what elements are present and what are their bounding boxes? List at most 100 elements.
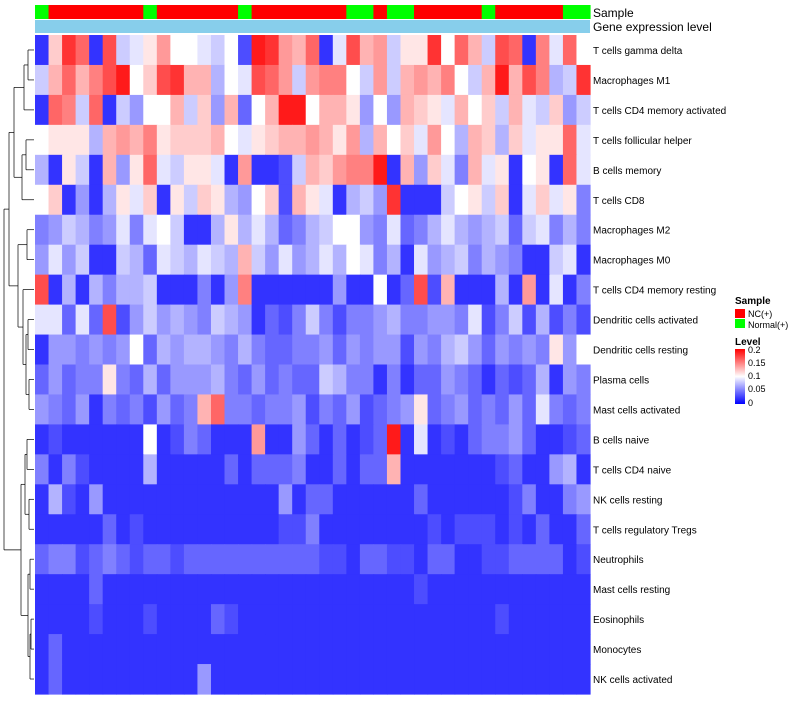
heatmap-cell: [454, 454, 469, 485]
heatmap-cell: [35, 484, 50, 515]
heatmap-cell: [576, 304, 591, 336]
heatmap-cell: [522, 604, 537, 635]
heatmap-cell: [62, 634, 77, 665]
heatmap-cell: [197, 214, 212, 246]
heatmap-cell: [197, 304, 212, 336]
heatmap-cell: [129, 604, 144, 635]
heatmap-cell: [89, 484, 104, 515]
heatmap-cell: [535, 184, 550, 216]
heatmap-cell: [427, 64, 442, 96]
heatmap-cell: [102, 604, 117, 635]
heatmap-cell: [346, 334, 361, 366]
heatmap-cell: [549, 334, 564, 366]
heatmap-cell: [278, 574, 293, 605]
heatmap-cell: [116, 634, 131, 665]
heatmap-cell: [414, 424, 429, 455]
heatmap-cell: [292, 544, 307, 575]
heatmap-cell: [414, 184, 429, 216]
heatmap-cell: [116, 304, 131, 336]
heatmap-cell: [441, 124, 456, 156]
heatmap-cell: [89, 514, 104, 545]
heatmap-cell: [170, 244, 185, 276]
heatmap-cell: [89, 544, 104, 575]
heatmap-cell: [508, 334, 523, 366]
heatmap-cell: [359, 574, 375, 605]
heatmap-cell: [197, 244, 212, 276]
heatmap-cell: [75, 334, 90, 366]
heatmap-cell: [373, 514, 388, 545]
heatmap-cell: [495, 484, 510, 515]
heatmap-cell: [441, 94, 456, 126]
heatmap-cell: [522, 514, 537, 545]
heatmap-cell: [522, 334, 537, 366]
heatmap-cell: [116, 604, 131, 635]
heatmap-cell: [156, 484, 171, 515]
heatmap-cell: [427, 664, 442, 695]
heatmap-cell: [414, 604, 429, 635]
sample-legend-title: Sample: [735, 296, 771, 307]
heatmap-cell: [224, 514, 239, 545]
row-label: Dendritic cells activated: [593, 316, 698, 327]
heatmap-cell: [454, 634, 469, 665]
heatmap-cell: [508, 214, 523, 246]
heatmap-cell: [468, 574, 483, 605]
heatmap-cell: [386, 124, 402, 156]
heatmap-cell: [535, 124, 550, 156]
heatmap-cell: [62, 484, 77, 515]
heatmap-cell: [210, 574, 226, 605]
heatmap-cell: [468, 634, 483, 665]
heatmap-cell: [143, 634, 158, 665]
heatmap-cell: [522, 244, 537, 276]
heatmap-cell: [481, 544, 496, 575]
sample-annotation-cell: [549, 5, 564, 19]
heatmap-cell: [373, 364, 388, 396]
heatmap-cell: [62, 424, 77, 455]
heatmap-cell: [305, 124, 320, 156]
legend-label-normal: Normal(+): [748, 320, 788, 330]
heatmap-cell: [400, 484, 415, 515]
heatmap-cell: [75, 94, 90, 126]
heatmap-cell: [414, 274, 429, 306]
heatmap-cell: [129, 64, 144, 96]
heatmap-cell: [278, 304, 293, 336]
heatmap-cell: [210, 214, 226, 246]
heatmap-cell: [468, 35, 483, 66]
heatmap-cell: [508, 124, 523, 156]
heatmap-cell: [48, 184, 63, 216]
heatmap-cell: [265, 364, 280, 396]
heatmap-cell: [35, 154, 50, 186]
heatmap-cell: [292, 484, 307, 515]
heatmap-cell: [238, 454, 253, 485]
heatmap-cell: [468, 154, 483, 186]
heatmap-cell: [332, 244, 347, 276]
heatmap-cell: [386, 574, 402, 605]
heatmap-cell: [535, 484, 550, 515]
row-label: T cells follicular helper: [593, 136, 692, 147]
heatmap-cell: [562, 544, 578, 575]
sample-annotation-cell: [508, 5, 523, 19]
heatmap-cell: [129, 304, 144, 336]
heatmap-cell: [278, 364, 293, 396]
heatmap-cell: [359, 664, 375, 695]
heatmap-cell: [359, 154, 375, 186]
heatmap-cell: [562, 394, 578, 425]
heatmap-cell: [454, 544, 469, 575]
heatmap-cell: [481, 244, 496, 276]
heatmap-cell: [414, 94, 429, 126]
heatmap-cell: [35, 394, 50, 425]
heatmap-cell: [427, 574, 442, 605]
heatmap-cell: [535, 214, 550, 246]
heatmap-cell: [278, 664, 293, 695]
heatmap-cell: [332, 364, 347, 396]
heatmap-cell: [210, 394, 226, 425]
heatmap-cell: [278, 424, 293, 455]
heatmap-cell: [143, 184, 158, 216]
heatmap-cell: [116, 274, 131, 306]
heatmap-cell: [535, 514, 550, 545]
heatmap-cell: [386, 484, 402, 515]
heatmap-cell: [576, 454, 591, 485]
heatmap-cell: [170, 574, 185, 605]
heatmap-cell: [386, 35, 402, 66]
heatmap-cell: [359, 304, 375, 336]
